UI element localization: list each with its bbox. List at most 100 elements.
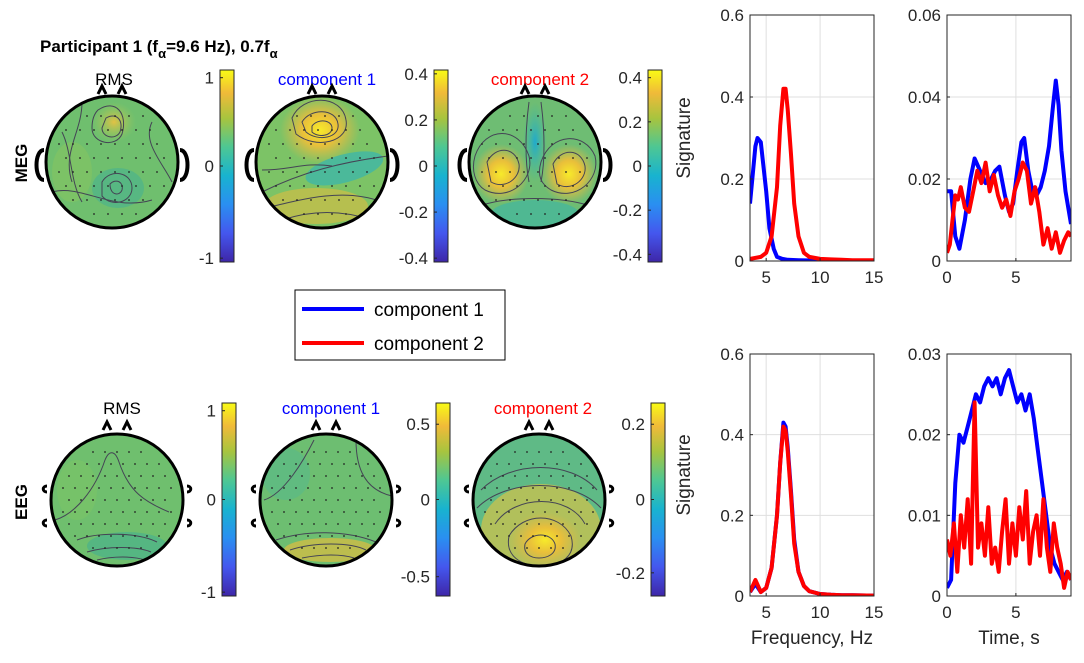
- sensor-dot: [558, 185, 560, 187]
- meg-rms-topomap: [34, 82, 190, 230]
- sensor-dot: [544, 213, 546, 215]
- sensor-dot: [152, 475, 154, 477]
- sensor-dot: [359, 157, 361, 159]
- sensor-dot: [496, 487, 498, 489]
- meg-component2-title: component 2: [491, 70, 589, 89]
- sensor-dot: [121, 213, 123, 215]
- sensor-dot: [86, 511, 88, 513]
- sensor-dot: [289, 475, 291, 477]
- sensor-dot: [79, 129, 81, 131]
- sensor-dot: [68, 523, 70, 525]
- sensor-dot: [146, 463, 148, 465]
- sensor-dot: [558, 157, 560, 159]
- sensor-dot: [538, 475, 540, 477]
- sensor-dot: [307, 463, 309, 465]
- sensor-dot: [100, 171, 102, 173]
- sensor-dot: [586, 475, 588, 477]
- x-tick-label: 15: [865, 603, 884, 622]
- sensor-dot: [62, 487, 64, 489]
- sensor-dot: [313, 499, 315, 501]
- sensor-dot: [310, 115, 312, 117]
- sensor-dot: [592, 487, 594, 489]
- row-label-meg: MEG: [12, 144, 31, 183]
- sensor-dot: [170, 487, 172, 489]
- sensor-dot: [170, 511, 172, 513]
- sensor-dot: [156, 171, 158, 173]
- sensor-dot: [107, 213, 109, 215]
- sensor-dot: [523, 115, 525, 117]
- sensor-dot: [481, 171, 483, 173]
- y-tick-label: 0.06: [908, 6, 941, 25]
- sensor-dot: [366, 171, 368, 173]
- sensor-dot: [562, 523, 564, 525]
- sensor-dot: [140, 523, 142, 525]
- sensor-dot: [367, 487, 369, 489]
- sensor-dot: [551, 115, 553, 117]
- sensor-dot: [86, 199, 88, 201]
- sensor-dot: [283, 511, 285, 513]
- sensor-dot: [544, 129, 546, 131]
- meg-component1-title: component 1: [278, 70, 376, 89]
- colorbar-tick-label: -1: [201, 583, 216, 602]
- x-tick-label: 5: [1011, 268, 1020, 287]
- sensor-dot: [520, 487, 522, 489]
- sensor-dot: [295, 511, 297, 513]
- sensor-dot: [355, 487, 357, 489]
- sensor-dot: [544, 185, 546, 187]
- sensor-dot: [544, 511, 546, 513]
- sensor-dot: [74, 463, 76, 465]
- y-tick-label: 0.2: [720, 506, 744, 525]
- x-tick-label: 0: [942, 603, 951, 622]
- sensor-dot: [122, 487, 124, 489]
- meg-rms-title: RMS: [95, 70, 133, 89]
- sensor-dot: [551, 171, 553, 173]
- sensor-dot: [538, 523, 540, 525]
- sensor-dot: [74, 535, 76, 537]
- x-axis-label: Time, s: [978, 628, 1040, 649]
- legend-label-component2: component 2: [374, 334, 484, 355]
- colorbar-tick-label: 0: [636, 491, 645, 510]
- sensor-dot: [104, 451, 106, 453]
- sensor-dot: [128, 523, 130, 525]
- sensor-dot: [65, 129, 67, 131]
- sensor-dot: [352, 143, 354, 145]
- sensor-dot: [490, 499, 492, 501]
- sensor-dot: [92, 475, 94, 477]
- sensor-dot: [537, 143, 539, 145]
- sensor-dot: [349, 499, 351, 501]
- sensor-dot: [337, 523, 339, 525]
- y-tick-label: 0.4: [720, 426, 744, 445]
- sensor-dot: [516, 213, 518, 215]
- sensor-dot: [530, 129, 532, 131]
- sensor-dot: [307, 487, 309, 489]
- sensor-dot: [523, 199, 525, 201]
- sensor-dot: [516, 129, 518, 131]
- sensor-dot: [86, 171, 88, 173]
- axes-box: [749, 14, 875, 262]
- sensor-dots: [58, 115, 594, 549]
- sensor-dot: [565, 171, 567, 173]
- meg-timecourse-series-component-2: [947, 160, 1071, 255]
- sensor-dot: [324, 115, 326, 117]
- meg-rms-colorbar: 1 0 -1: [199, 69, 235, 268]
- colorbar-tick-label: -0.5: [401, 568, 430, 587]
- sensor-dot: [313, 475, 315, 477]
- sensor-dot: [114, 171, 116, 173]
- sensor-dot: [74, 511, 76, 513]
- sensor-dot: [592, 511, 594, 513]
- meg-spectrum-chart: 5 10 15 0 0.2 0.4 0.6 Signature: [674, 6, 883, 287]
- y-tick-label: 0.01: [908, 506, 941, 525]
- sensor-dot: [307, 535, 309, 537]
- sensor-dot: [502, 523, 504, 525]
- sensor-dot: [142, 115, 144, 117]
- sensor-dot: [116, 523, 118, 525]
- sensor-dot: [98, 463, 100, 465]
- sensor-dot: [289, 523, 291, 525]
- sensor-dot: [509, 143, 511, 145]
- sensor-dot: [122, 511, 124, 513]
- sensor-dot: [516, 157, 518, 159]
- sensor-dot: [574, 475, 576, 477]
- sensor-dot: [107, 185, 109, 187]
- sensor-dot: [544, 463, 546, 465]
- sensor-dot: [508, 463, 510, 465]
